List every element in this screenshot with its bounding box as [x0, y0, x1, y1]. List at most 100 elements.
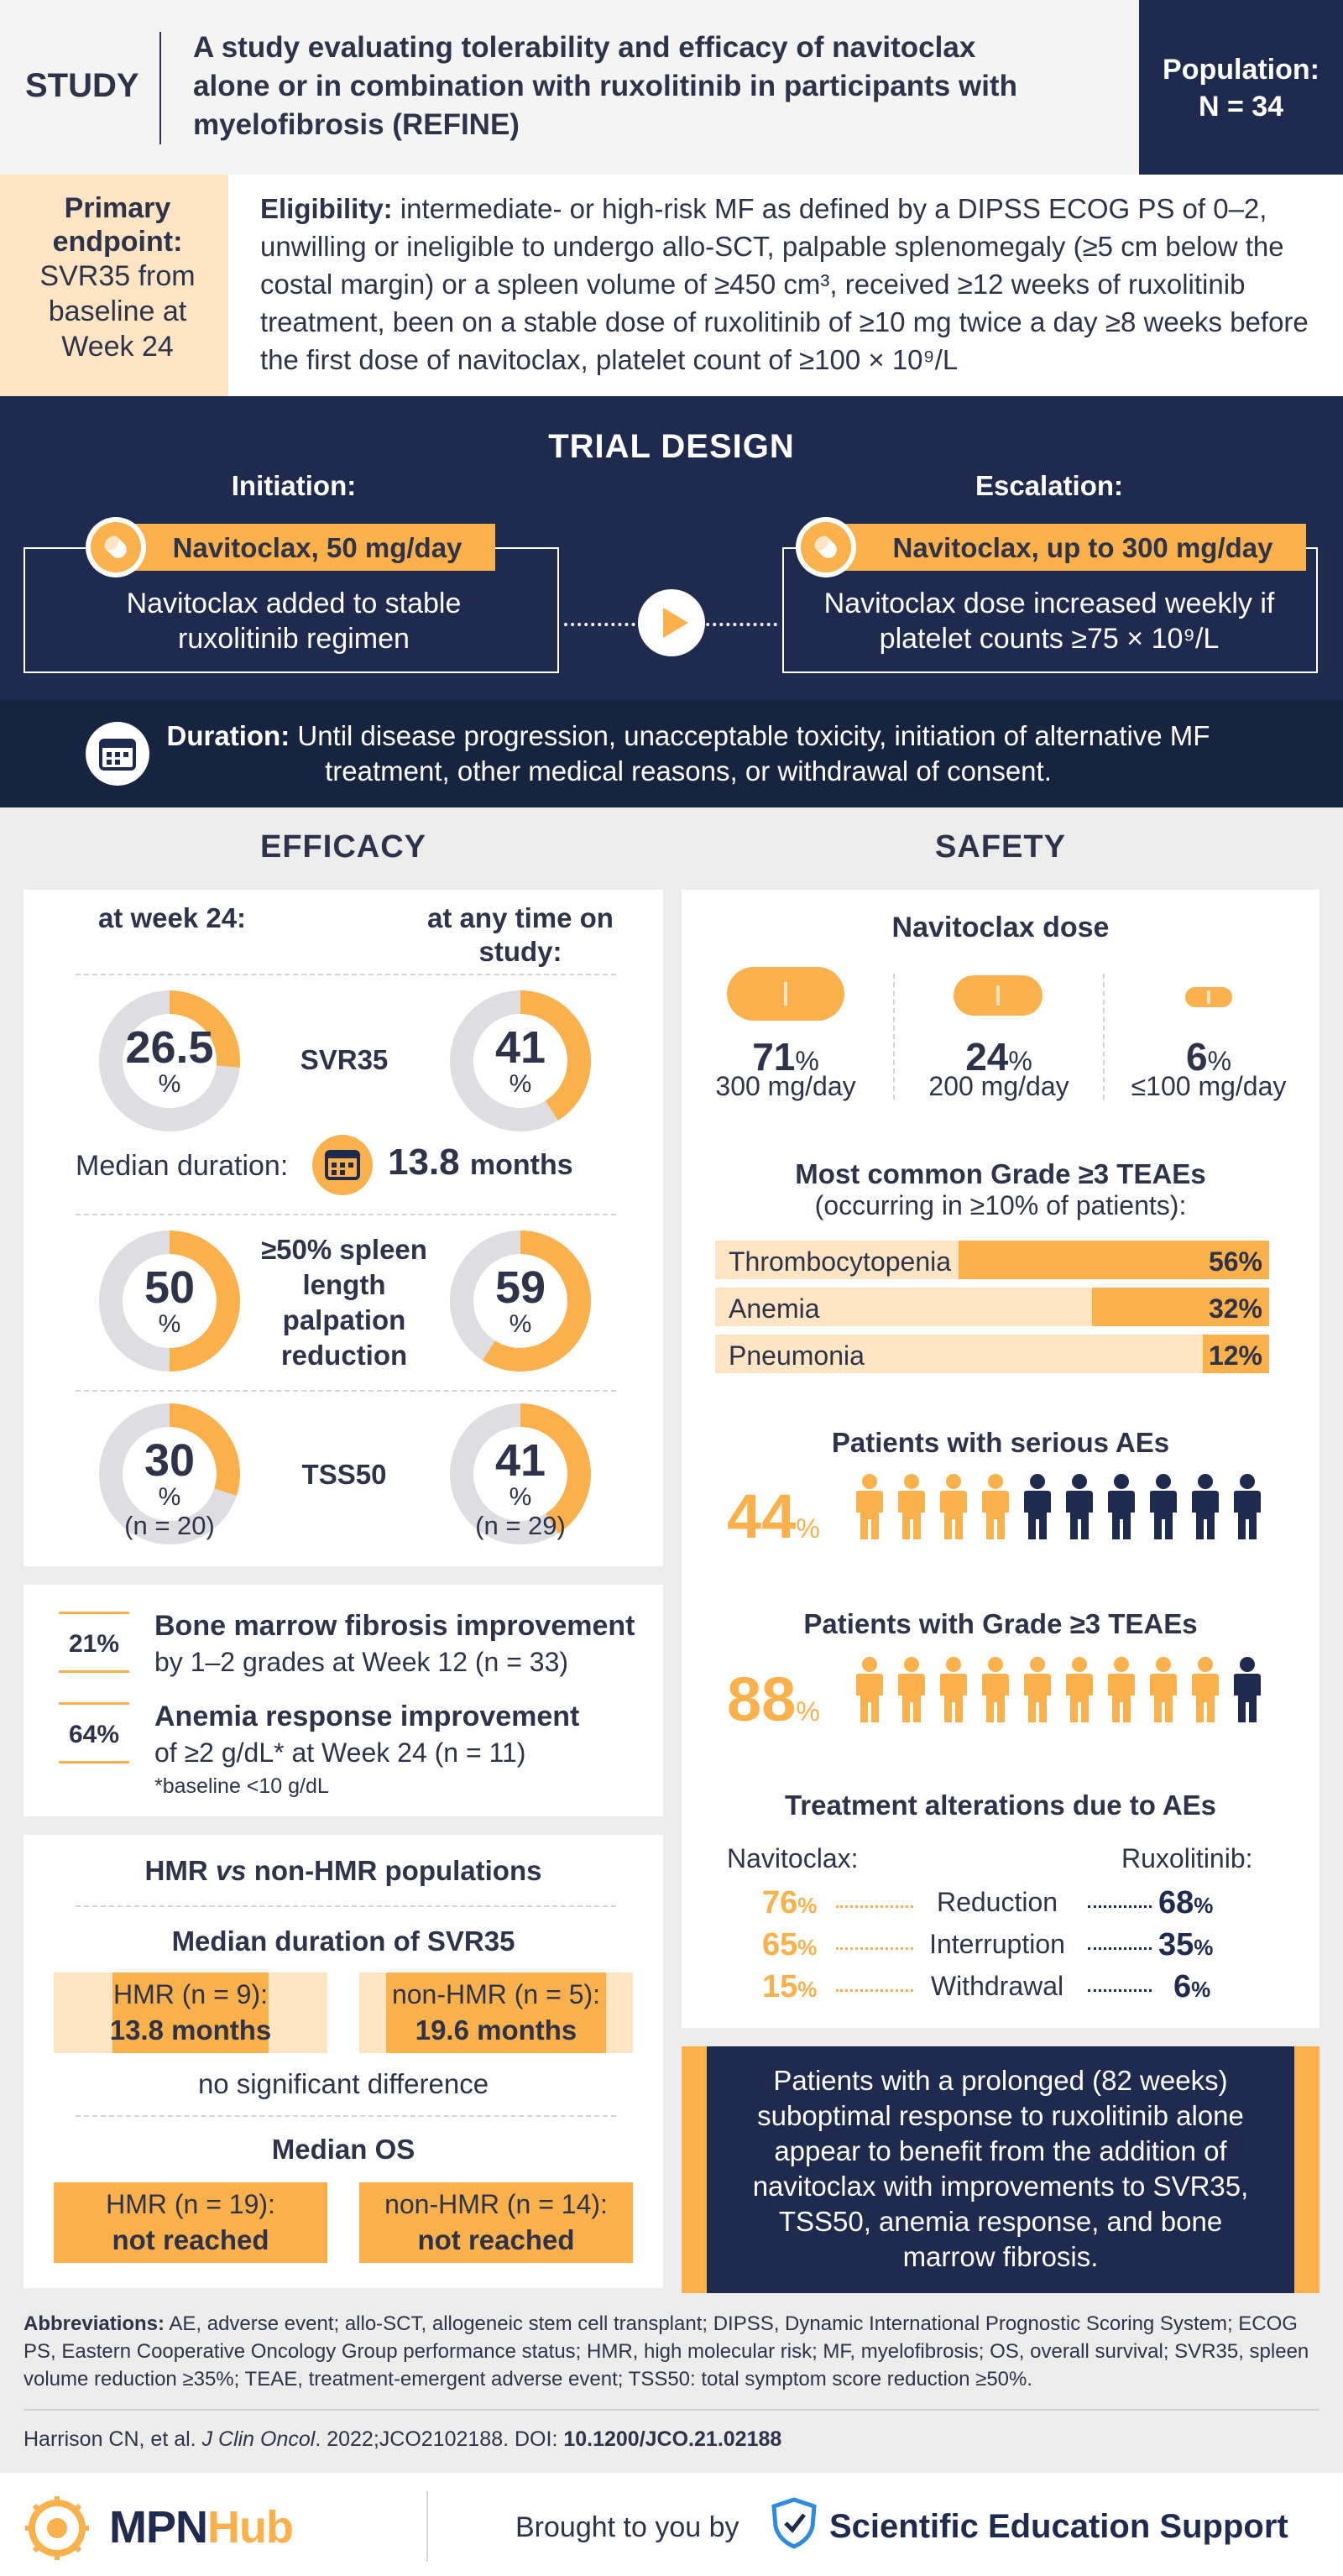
divider — [76, 1390, 616, 1392]
logo-hub: Hub — [207, 2502, 294, 2552]
calendar-icon — [311, 1133, 374, 1197]
svr35-label: SVR35 — [300, 1044, 389, 1075]
person-icon — [1105, 1474, 1138, 1539]
pct-sign: % — [158, 1483, 181, 1511]
bone-marrow-text: by 1–2 grades at Week 12 (n = 33) — [154, 1647, 569, 1677]
duration-criteria: Until disease progression, unacceptable … — [297, 720, 1210, 786]
navi-reduction: 76% — [762, 1885, 818, 1920]
os-non-hmr-label: non-HMR (n = 14): — [384, 2189, 608, 2219]
tss50-week24-value: 30 — [144, 1435, 196, 1486]
teae-title: Most common Grade ≥3 TEAEs — [795, 1158, 1206, 1189]
alteration-type: Interruption — [929, 1929, 1065, 1959]
eligibility-box — [228, 175, 1343, 396]
citation-authors: Harrison CN, et al. — [24, 2427, 202, 2451]
donut-arc — [450, 990, 591, 1131]
serious-ae-value: 44 — [727, 1481, 797, 1551]
pct-sign: % — [796, 1513, 820, 1544]
svr-non-hmr-highlight — [386, 1972, 606, 2053]
teae-bar-track — [715, 1335, 1269, 1373]
alteration-row: 15% Withdrawal 6% — [762, 1969, 1274, 2009]
duration-label: Duration: — [166, 720, 290, 751]
teae-bar: Thrombocytopenia 56% — [715, 1241, 1269, 1279]
os-non-hmr-value: not reached — [417, 2224, 575, 2255]
population-label: Population: — [1163, 54, 1319, 86]
navitoclax-col-label: Navitoclax: — [727, 1843, 859, 1873]
hmr-title: HMR vs non-HMR populations — [24, 1855, 663, 1887]
svr35-week24-value: 26.5 — [125, 1022, 214, 1073]
divider — [76, 974, 616, 975]
primary-endpoint-label: Primary endpoint: — [52, 192, 183, 258]
escalation-dose: Navitoclax, up to 300 mg/day — [892, 532, 1273, 563]
mpnhub-logo-icon — [24, 2495, 91, 2562]
population-box — [1139, 0, 1343, 175]
divider — [24, 2409, 1319, 2411]
pill-medium-icon — [954, 975, 1043, 1016]
ruxolitinib-col-label: Ruxolitinib: — [1121, 1843, 1253, 1873]
spleen-label: ≥50% spleen length palpation reduction — [261, 1234, 427, 1371]
divider — [76, 1214, 616, 1215]
person-icon — [937, 1474, 970, 1539]
dose-divider — [1103, 974, 1105, 1100]
person-icon — [895, 1657, 928, 1722]
hmr-title-a: HMR — [144, 1855, 216, 1886]
footer-divider — [426, 2491, 428, 2562]
person-icon — [979, 1657, 1012, 1722]
initiation-dose-tag — [109, 524, 495, 571]
trial-design-title: TRIAL DESIGN — [548, 428, 795, 465]
person-icon — [1063, 1474, 1096, 1539]
safety-panel — [682, 890, 1319, 2028]
person-icon — [1231, 1657, 1264, 1722]
os-non-hmr-box — [359, 2182, 633, 2263]
alteration-row: 76% Reduction 68% — [762, 1885, 1274, 1925]
donut-arc — [99, 1403, 240, 1544]
hmr-title-b: non-HMR populations — [246, 1855, 542, 1886]
citation-doi[interactable]: 10.1200/JCO.21.02188 — [563, 2427, 782, 2451]
svr-non-hmr-label: non-HMR (n = 5): — [391, 1979, 601, 2009]
person-icon — [1147, 1657, 1180, 1722]
efficacy-title: EFFICACY — [260, 829, 426, 865]
brought-to-you-text: Brought to you by — [515, 2511, 739, 2543]
abbreviations-label: Abbreviations: — [24, 2312, 165, 2335]
teae-bar: Pneumonia 12% — [715, 1335, 1269, 1373]
orange-rule — [59, 1612, 129, 1614]
teae-bar-fill — [959, 1241, 1269, 1279]
col-header-week24: at week 24: — [97, 902, 247, 933]
no-difference-text: no significant difference — [197, 2068, 489, 2099]
grade3-value: 88 — [727, 1664, 797, 1734]
conclusion-box — [682, 2046, 1319, 2293]
teae-bar-fill — [1202, 1335, 1269, 1373]
abbreviations-text: AE, adverse event; allo-SCT, allogeneic … — [24, 2312, 1309, 2391]
population-value: N = 34 — [1198, 91, 1284, 123]
play-arrow-icon — [636, 588, 707, 658]
svr-non-hmr-value: 19.6 months — [415, 2014, 577, 2046]
eligibility-criteria: intermediate- or high-risk MF as defined… — [260, 193, 1309, 375]
study-label: STUDY — [25, 67, 139, 104]
calendar-icon — [84, 720, 151, 787]
primary-endpoint-box — [0, 175, 228, 396]
person-icon — [937, 1657, 970, 1722]
abbreviations: Abbreviations: AE, adverse event; allo-S… — [24, 2310, 1325, 2393]
tss50-week24-donut: 30% — [99, 1403, 240, 1544]
person-icon — [853, 1474, 886, 1539]
pct-sign: % — [509, 1070, 532, 1098]
pill-icon — [794, 515, 858, 579]
tss50-anytime-donut: 41% — [450, 1403, 591, 1544]
rux-interruption: 35% — [1158, 1927, 1214, 1962]
dose-300-label: 300 mg/day — [715, 1071, 856, 1101]
tss50-week24-n: (n = 20) — [124, 1511, 215, 1540]
rux-reduction: 68% — [1158, 1885, 1214, 1920]
pill-icon — [84, 515, 148, 579]
anemia-pct: 64% — [68, 1721, 120, 1748]
dose-title: Navitoclax dose — [891, 912, 1110, 943]
citation: Harrison CN, et al. J Clin Oncol. 2022;J… — [24, 2427, 781, 2452]
svr35-week24-donut: 26.5% — [99, 990, 240, 1131]
donut-arc — [450, 1231, 591, 1372]
header-divider — [159, 32, 161, 144]
dose-200-pct: 24% — [907, 1034, 1091, 1079]
divider — [76, 2115, 616, 2117]
anemia-footnote: *baseline <10 g/dL — [154, 1774, 329, 1798]
orange-rule — [59, 1761, 129, 1763]
duration-text: Duration: Until disease progression, una… — [159, 718, 1217, 789]
escalation-dose-tag — [831, 524, 1306, 571]
os-hmr-box — [54, 2182, 327, 2263]
